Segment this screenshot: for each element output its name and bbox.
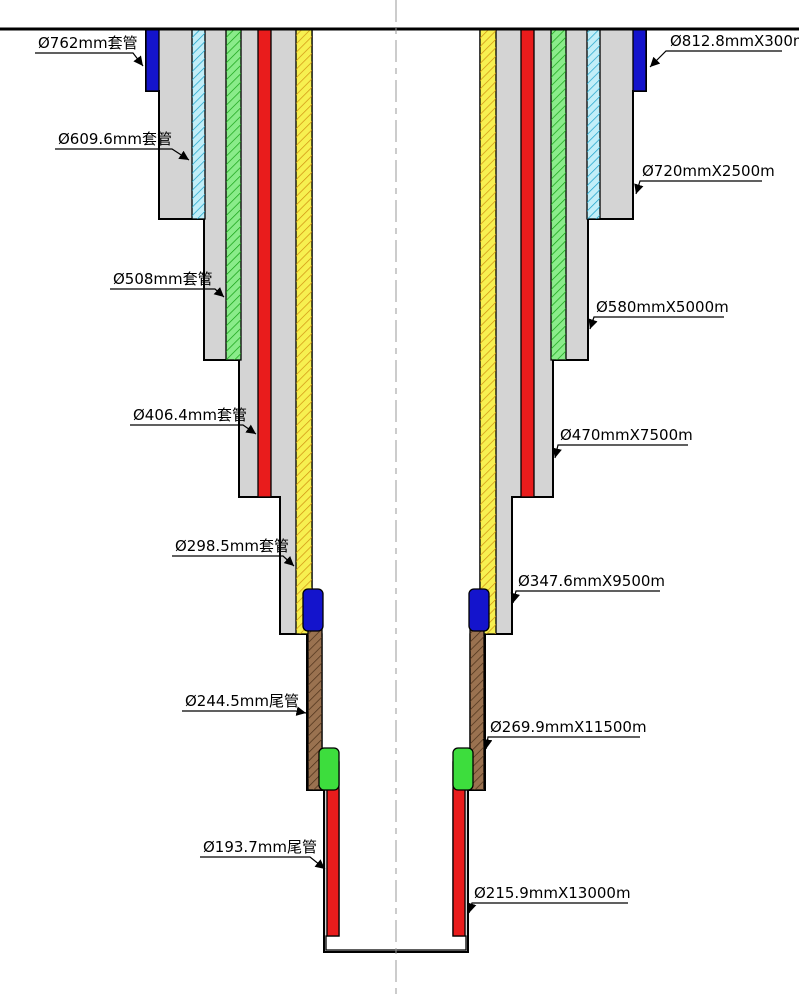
callout-hole-470: Ø470mmX7500m	[552, 426, 693, 459]
callout-liner-244: Ø244.5mm尾管	[182, 692, 307, 716]
callout-casing-762: Ø762mm套管	[35, 34, 144, 67]
leader-arrow-hole-720	[634, 180, 762, 195]
casing-298-right-hatch	[480, 29, 496, 634]
leader-arrow-406	[130, 424, 257, 435]
callout-hole-720: Ø720mmX2500m	[634, 162, 775, 195]
callout-casing-609: Ø609.6mm套管	[55, 130, 190, 161]
casing-762-label: Ø762mm套管	[38, 34, 138, 52]
leader-arrow-hole-347	[510, 590, 660, 604]
callout-hole-347: Ø347.6mmX9500m	[510, 572, 665, 604]
liner-hanger-244-right	[468, 588, 490, 632]
casing-609-left-hatch	[192, 29, 205, 219]
leader-arrow-298	[172, 555, 295, 567]
callout-casing-508: Ø508mm套管	[110, 270, 225, 298]
callout-casing-406: Ø406.4mm套管	[130, 406, 257, 435]
callout-casing-298: Ø298.5mm套管	[172, 537, 295, 567]
casing-406-label: Ø406.4mm套管	[133, 406, 247, 424]
leader-arrow-609	[55, 148, 190, 161]
casing-609-label: Ø609.6mm套管	[58, 130, 172, 148]
liner-hanger-193	[318, 747, 474, 791]
liner-244-label: Ø244.5mm尾管	[185, 692, 299, 710]
leader-arrow-193	[200, 856, 326, 870]
leader-arrow-hole-580	[588, 316, 724, 330]
casing-609	[191, 28, 601, 220]
hole-470-label: Ø470mmX7500m	[560, 426, 693, 444]
callout-hole-215: Ø215.9mmX13000m	[467, 884, 631, 914]
liner-hanger-244	[302, 588, 490, 632]
casing-762-left	[145, 28, 160, 92]
hole-347-label: Ø347.6mmX9500m	[518, 572, 665, 590]
casing-508	[225, 28, 567, 361]
callout-hole-269: Ø269.9mmX11500m	[482, 718, 647, 750]
casing-406-left	[257, 28, 272, 498]
casing-609-right-hatch	[587, 29, 600, 219]
callout-hole-580: Ø580mmX5000m	[588, 298, 729, 330]
liner-hanger-244-left	[302, 588, 324, 632]
hole-215-label: Ø215.9mmX13000m	[474, 884, 631, 902]
leader-arrow-762	[35, 52, 144, 67]
hole-812-label: Ø812.8mmX300m	[670, 32, 799, 50]
liner-193-label: Ø193.7mm尾管	[203, 838, 317, 856]
liner-hanger-193-right	[452, 747, 474, 791]
casing-406	[257, 28, 535, 498]
casing-762-right	[632, 28, 647, 92]
leader-arrow-hole-269	[482, 736, 640, 750]
leader-arrow-hole-470	[552, 444, 688, 459]
casing-508-right-hatch	[551, 29, 566, 360]
casing-406-right	[520, 28, 535, 498]
casing-298-left-hatch	[296, 29, 312, 634]
casing-508-left-hatch	[226, 29, 241, 360]
leader-arrow-244	[182, 706, 307, 716]
leader-arrow-hole-215	[467, 902, 628, 914]
liner-193	[326, 761, 466, 937]
liner-hanger-193-left	[318, 747, 340, 791]
hole-269-label: Ø269.9mmX11500m	[490, 718, 647, 736]
hole-720-label: Ø720mmX2500m	[642, 162, 775, 180]
liner-244-right-hatch	[470, 592, 484, 790]
liner-244	[307, 591, 485, 791]
casing-298-label: Ø298.5mm套管	[175, 537, 289, 555]
hole-580-label: Ø580mmX5000m	[596, 298, 729, 316]
callout-liner-193: Ø193.7mm尾管	[200, 838, 326, 870]
liner-244-left-hatch	[308, 592, 322, 790]
casing-508-label: Ø508mm套管	[113, 270, 213, 288]
leader-arrow-508	[110, 287, 225, 298]
leader-arrow-hole-812	[649, 50, 782, 68]
callout-hole-812: Ø812.8mmX300m	[649, 32, 799, 68]
